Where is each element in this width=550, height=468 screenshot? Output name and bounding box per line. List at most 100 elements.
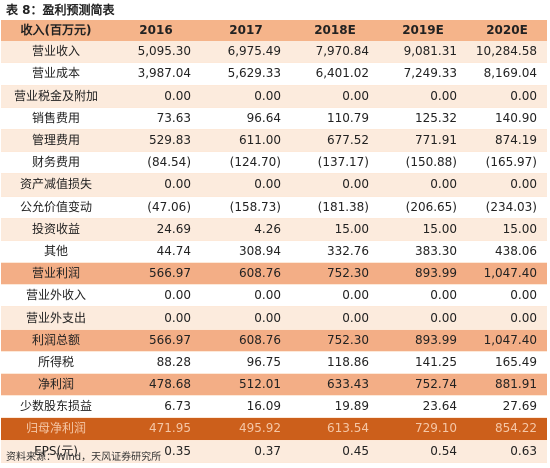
value-cell: 44.74 — [111, 240, 201, 264]
value-cell: 88.28 — [111, 351, 201, 375]
value-cell: 6,401.02 — [291, 62, 379, 86]
value-cell: 141.25 — [379, 351, 467, 375]
table-header-row: 收入(百万元) 2016 2017 2018E 2019E 2020E — [1, 20, 547, 42]
value-cell: 633.43 — [291, 373, 379, 397]
value-cell: 611.00 — [201, 129, 291, 153]
row-label: 利润总额 — [1, 329, 111, 352]
row-label: 净利润 — [1, 373, 111, 397]
value-cell: 0.00 — [201, 85, 291, 108]
value-cell: 729.10 — [379, 417, 467, 441]
value-cell: 0.00 — [111, 306, 201, 330]
value-cell: 608.76 — [201, 262, 291, 286]
value-cell: 0.00 — [379, 306, 467, 330]
value-cell: 893.99 — [379, 329, 467, 352]
table-row: 归母净利润 471.95 495.92 613.54 729.10 854.22 — [1, 417, 547, 441]
value-cell: 6,975.49 — [201, 41, 291, 64]
value-cell: 0.45 — [291, 440, 379, 463]
value-cell: (181.38) — [291, 196, 379, 219]
value-cell: 0.00 — [291, 306, 379, 330]
value-cell: 752.74 — [379, 373, 467, 397]
value-cell: 529.83 — [111, 129, 201, 153]
value-cell: 0.00 — [467, 173, 547, 197]
value-cell: 0.00 — [467, 284, 547, 308]
value-cell: 0.00 — [201, 306, 291, 330]
value-cell: (137.17) — [291, 151, 379, 175]
value-cell: 874.19 — [467, 129, 547, 153]
value-cell: 566.97 — [111, 329, 201, 352]
value-cell: 566.97 — [111, 262, 201, 286]
value-cell: (124.70) — [201, 151, 291, 175]
value-cell: 4.26 — [201, 218, 291, 241]
value-cell: 6.73 — [111, 395, 201, 419]
row-label: 归母净利润 — [1, 417, 111, 441]
value-cell: 0.63 — [467, 440, 547, 463]
row-label: 营业税金及附加 — [1, 85, 111, 108]
value-cell: (234.03) — [467, 196, 547, 219]
value-cell: 0.00 — [111, 173, 201, 197]
value-cell: 16.09 — [201, 395, 291, 419]
table-row: 其他 44.74 308.94 332.76 383.30 438.06 — [1, 240, 547, 264]
value-cell: 0.37 — [201, 440, 291, 463]
row-label: 管理费用 — [1, 129, 111, 153]
value-cell: 495.92 — [201, 417, 291, 441]
value-cell: 383.30 — [379, 240, 467, 264]
table-row: 营业外支出 0.00 0.00 0.00 0.00 0.00 — [1, 306, 547, 330]
value-cell: 0.35 — [111, 440, 201, 463]
value-cell: 0.00 — [379, 284, 467, 308]
value-cell: (165.97) — [467, 151, 547, 175]
table-row: 营业利润 566.97 608.76 752.30 893.99 1,047.40 — [1, 262, 547, 286]
row-label: 所得税 — [1, 351, 111, 375]
source-note: 资料来源：Wind，天风证券研究所 — [6, 452, 162, 463]
table-row: 净利润 478.68 512.01 633.43 752.74 881.91 — [1, 373, 547, 397]
value-cell: (84.54) — [111, 151, 201, 175]
value-cell: 881.91 — [467, 373, 547, 397]
value-cell: 96.64 — [201, 107, 291, 130]
header-cell: 2018E — [314, 23, 356, 38]
table-row: 销售费用 73.63 96.64 110.79 125.32 140.90 — [1, 107, 547, 130]
value-cell: 5,095.30 — [111, 41, 201, 64]
row-label: 资产减值损失 — [1, 173, 111, 197]
value-cell: 15.00 — [291, 218, 379, 241]
value-cell: 27.69 — [467, 395, 547, 419]
value-cell: 608.76 — [201, 329, 291, 352]
table-row: 公允价值变动 (47.06) (158.73) (181.38) (206.65) (23… — [1, 196, 547, 219]
value-cell: 118.86 — [291, 351, 379, 375]
table-row: EPS(元) 0.35 0.37 0.45 0.54 0.63 — [1, 440, 547, 463]
value-cell: 0.00 — [201, 284, 291, 308]
value-cell: 0.00 — [467, 306, 547, 330]
value-cell: 73.63 — [111, 107, 201, 130]
table-row: 营业税金及附加 0.00 0.00 0.00 0.00 0.00 — [1, 85, 547, 108]
value-cell: 0.00 — [201, 173, 291, 197]
table-row: 营业收入 5,095.30 6,975.49 7,970.84 9,081.31 10,2… — [1, 41, 547, 64]
value-cell: 0.00 — [111, 284, 201, 308]
row-label: 财务费用 — [1, 151, 111, 175]
value-cell: 0.00 — [111, 85, 201, 108]
value-cell: 893.99 — [379, 262, 467, 286]
header-cell: 2019E — [402, 23, 444, 38]
row-label: 公允价值变动 — [1, 196, 111, 219]
header-cell: 收入(百万元) — [20, 23, 92, 38]
value-cell: 0.00 — [291, 173, 379, 197]
value-cell: 613.54 — [291, 417, 379, 441]
value-cell: (47.06) — [111, 196, 201, 219]
table-row: 所得税 88.28 96.75 118.86 141.25 165.49 — [1, 351, 547, 375]
value-cell: 165.49 — [467, 351, 547, 375]
row-label: 营业外收入 — [1, 284, 111, 308]
value-cell: 677.52 — [291, 129, 379, 153]
header-cell: 2020E — [486, 23, 528, 38]
value-cell: 125.32 — [379, 107, 467, 130]
value-cell: 771.91 — [379, 129, 467, 153]
row-label: 销售费用 — [1, 107, 111, 130]
value-cell: 19.89 — [291, 395, 379, 419]
value-cell: 0.00 — [291, 85, 379, 108]
value-cell: 478.68 — [111, 373, 201, 397]
value-cell: 7,249.33 — [379, 62, 467, 86]
table-row: 资产减值损失 0.00 0.00 0.00 0.00 0.00 — [1, 173, 547, 197]
table-row: 财务费用 (84.54) (124.70) (137.17) (150.88) (165.… — [1, 151, 547, 175]
row-label: 营业成本 — [1, 62, 111, 86]
value-cell: 0.54 — [379, 440, 467, 463]
value-cell: (158.73) — [201, 196, 291, 219]
value-cell: (150.88) — [379, 151, 467, 175]
value-cell: 752.30 — [291, 329, 379, 352]
value-cell: 854.22 — [467, 417, 547, 441]
